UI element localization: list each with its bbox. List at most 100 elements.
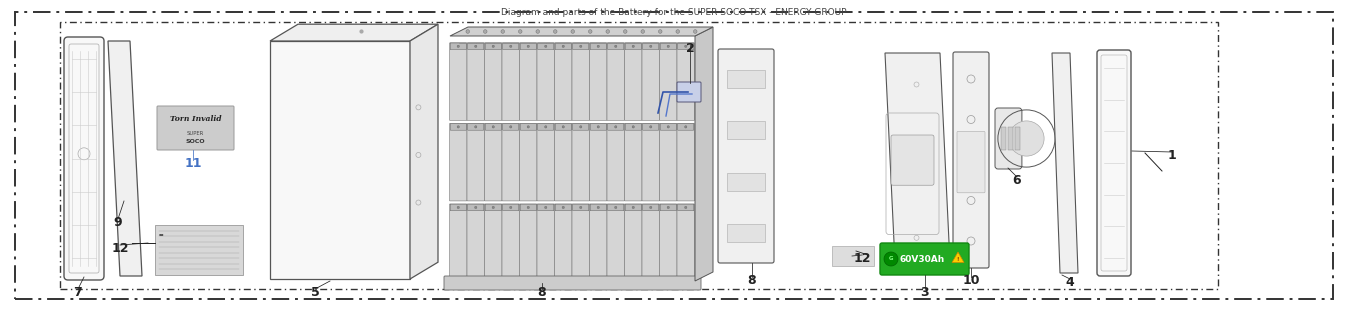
Polygon shape (952, 252, 964, 262)
FancyBboxPatch shape (503, 204, 519, 211)
FancyBboxPatch shape (624, 123, 642, 201)
FancyBboxPatch shape (608, 43, 624, 50)
Polygon shape (270, 24, 438, 41)
Text: SUPER: SUPER (187, 131, 204, 136)
FancyBboxPatch shape (554, 43, 572, 120)
Circle shape (607, 30, 609, 33)
Text: 12: 12 (112, 243, 129, 256)
FancyBboxPatch shape (677, 204, 694, 281)
Circle shape (650, 126, 652, 128)
Circle shape (527, 206, 530, 209)
Circle shape (510, 206, 512, 209)
Text: G: G (888, 257, 894, 262)
FancyBboxPatch shape (678, 204, 694, 211)
FancyBboxPatch shape (537, 204, 554, 281)
Text: !: ! (957, 257, 960, 262)
Text: SOCO: SOCO (186, 139, 205, 144)
FancyBboxPatch shape (538, 123, 554, 130)
FancyBboxPatch shape (572, 43, 589, 120)
Circle shape (572, 30, 574, 33)
FancyBboxPatch shape (466, 43, 484, 120)
Text: 12: 12 (853, 253, 871, 266)
FancyBboxPatch shape (625, 123, 642, 130)
FancyBboxPatch shape (1002, 127, 1007, 150)
Polygon shape (1051, 53, 1078, 273)
FancyBboxPatch shape (589, 123, 607, 201)
FancyBboxPatch shape (590, 123, 607, 130)
FancyBboxPatch shape (555, 43, 572, 50)
Circle shape (527, 45, 530, 48)
Circle shape (632, 45, 635, 48)
FancyBboxPatch shape (957, 132, 985, 193)
FancyBboxPatch shape (643, 43, 659, 50)
Circle shape (580, 45, 582, 48)
Circle shape (632, 126, 635, 128)
Circle shape (615, 126, 617, 128)
FancyBboxPatch shape (642, 204, 659, 281)
Circle shape (492, 45, 495, 48)
Text: 4: 4 (1066, 276, 1074, 290)
FancyBboxPatch shape (520, 204, 537, 211)
FancyBboxPatch shape (678, 43, 694, 50)
Polygon shape (410, 24, 438, 279)
Text: Diagram and parts of the Battery for the SUPER SOCO TSX - ENERGY GROUP: Diagram and parts of the Battery for the… (501, 8, 847, 17)
FancyBboxPatch shape (554, 123, 572, 201)
FancyBboxPatch shape (1008, 127, 1014, 150)
Circle shape (640, 30, 644, 33)
Text: 6: 6 (1012, 174, 1022, 188)
FancyBboxPatch shape (659, 204, 677, 281)
Text: 10: 10 (962, 275, 980, 287)
FancyBboxPatch shape (501, 43, 519, 120)
FancyBboxPatch shape (953, 52, 989, 268)
FancyBboxPatch shape (995, 108, 1022, 169)
FancyBboxPatch shape (63, 37, 104, 280)
Circle shape (527, 126, 530, 128)
Text: 1: 1 (1167, 150, 1177, 163)
Text: 7: 7 (74, 286, 82, 299)
FancyBboxPatch shape (589, 43, 607, 120)
FancyBboxPatch shape (677, 82, 701, 102)
Circle shape (1008, 121, 1045, 156)
Text: 8: 8 (538, 286, 546, 299)
Circle shape (685, 45, 687, 48)
FancyBboxPatch shape (573, 123, 589, 130)
Polygon shape (696, 27, 713, 281)
Circle shape (685, 206, 687, 209)
Circle shape (537, 30, 539, 33)
FancyBboxPatch shape (503, 123, 519, 130)
FancyBboxPatch shape (484, 123, 501, 201)
FancyBboxPatch shape (607, 204, 624, 281)
Circle shape (554, 30, 557, 33)
Circle shape (597, 126, 600, 128)
FancyBboxPatch shape (485, 204, 501, 211)
Polygon shape (886, 53, 950, 263)
Circle shape (597, 45, 600, 48)
Circle shape (667, 206, 670, 209)
FancyBboxPatch shape (727, 224, 766, 242)
Text: 60V30Ah: 60V30Ah (899, 254, 945, 263)
FancyBboxPatch shape (519, 43, 537, 120)
FancyBboxPatch shape (520, 43, 537, 50)
Circle shape (545, 206, 547, 209)
FancyBboxPatch shape (572, 204, 589, 281)
Circle shape (632, 206, 635, 209)
Circle shape (474, 126, 477, 128)
Circle shape (510, 45, 512, 48)
FancyBboxPatch shape (880, 243, 969, 275)
Circle shape (492, 126, 495, 128)
Circle shape (562, 206, 565, 209)
FancyBboxPatch shape (607, 123, 624, 201)
FancyBboxPatch shape (661, 204, 677, 211)
Circle shape (693, 30, 697, 33)
Circle shape (658, 30, 662, 33)
Circle shape (589, 30, 592, 33)
Polygon shape (270, 41, 410, 279)
Text: 3: 3 (921, 286, 929, 299)
FancyBboxPatch shape (624, 204, 642, 281)
Circle shape (545, 126, 547, 128)
Circle shape (501, 30, 504, 33)
FancyBboxPatch shape (590, 204, 607, 211)
FancyBboxPatch shape (449, 123, 466, 201)
FancyBboxPatch shape (642, 123, 659, 201)
FancyBboxPatch shape (727, 121, 766, 139)
